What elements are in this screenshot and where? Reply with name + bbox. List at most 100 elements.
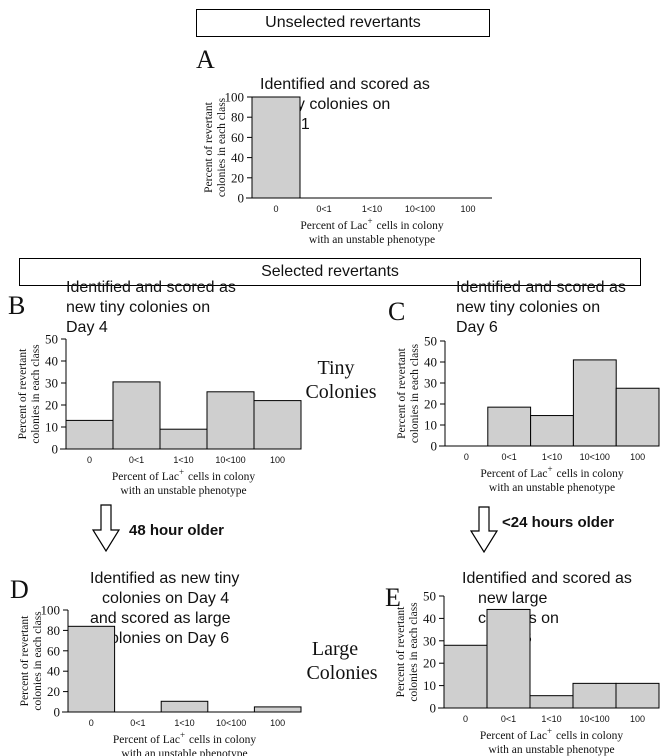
x-tick-label: 10<100 <box>580 452 610 462</box>
bar-10<100 <box>572 359 617 447</box>
y-tick-label: 0 <box>430 701 437 716</box>
y-tick-label: 40 <box>424 355 437 370</box>
x-tick-label: 0<1 <box>502 452 517 462</box>
bar-1<10 <box>160 700 209 713</box>
selected-header: Selected revertants <box>19 258 641 286</box>
x-axis-label: Percent of Lac+ cells in colony <box>480 464 623 480</box>
annotation-line: colonies on Day 6 <box>102 630 229 647</box>
x-axis-label-sup: + <box>180 730 185 740</box>
x-axis-label-sup: + <box>367 216 372 226</box>
annotation-line: colonies on Day 4 <box>102 590 229 607</box>
y-axis-label: Percent of revertant <box>17 348 29 439</box>
arrow-label-right: <24 hours older <box>502 514 614 531</box>
y-tick-label: 20 <box>47 684 60 699</box>
annotation-line: and scored as large <box>90 610 231 627</box>
y-tick-label: 20 <box>231 170 244 185</box>
x-tick-label: 10<100 <box>405 204 435 214</box>
x-tick-label: 0<1 <box>130 718 145 728</box>
panel-letter: D <box>10 575 29 604</box>
x-axis-label-part: cells in colony <box>188 471 255 483</box>
unselected-header: Unselected revertants <box>196 9 490 37</box>
y-tick-label: 80 <box>47 623 60 638</box>
bar-10<100 <box>206 391 255 450</box>
bar-100 <box>253 400 302 450</box>
bar-100 <box>615 682 660 709</box>
panel-letter: C <box>388 297 405 326</box>
y-tick-label: 100 <box>41 603 61 618</box>
panel-letter: A <box>196 45 215 74</box>
y-tick-label: 20 <box>423 656 436 671</box>
annotation-line: new large <box>478 590 547 607</box>
annotation-line: Identified and scored as <box>462 570 632 587</box>
x-tick-label: 0<1 <box>129 455 144 465</box>
tiny-label-line1: Tiny <box>317 357 354 379</box>
annotation-line: Day 4 <box>66 319 108 336</box>
y-tick-label: 10 <box>424 418 437 433</box>
y-tick-label: 100 <box>225 90 245 105</box>
chart-panel-d: D Identified as new tiny colonies on Day 4… <box>10 570 302 756</box>
arrow-label-left: 48 hour older <box>129 522 224 539</box>
annotation-line: new tiny colonies on <box>66 299 210 316</box>
x-axis-label: Percent of Lac+ cells in colony <box>113 730 256 746</box>
y-axis-label: Percent of revertant <box>203 101 215 192</box>
x-tick-label: 1<10 <box>173 455 193 465</box>
y-tick-label: 40 <box>47 664 60 679</box>
y-tick-label: 30 <box>45 376 58 391</box>
y-axis-label: colonies in each class <box>408 602 420 702</box>
y-axis-label: Percent of revertant <box>396 347 408 438</box>
x-axis-label: with an unstable phenotype <box>488 744 614 756</box>
annotation-line: Identified and scored as <box>260 76 430 93</box>
y-tick-label: 0 <box>431 439 438 454</box>
x-tick-label: 1<10 <box>174 718 194 728</box>
y-axis-label: colonies in each class <box>30 344 42 444</box>
x-axis-label-part: Percent of Lac <box>480 730 547 742</box>
bar-1<10 <box>530 415 574 447</box>
y-tick-label: 40 <box>45 354 58 369</box>
y-tick-label: 0 <box>54 705 61 720</box>
x-axis-label-sup: + <box>179 467 184 477</box>
y-tick-label: 40 <box>423 611 436 626</box>
x-axis-label-part: Percent of Lac <box>112 471 179 483</box>
y-tick-label: 10 <box>423 678 436 693</box>
y-tick-label: 80 <box>231 110 244 125</box>
x-tick-label: 0 <box>273 204 278 214</box>
x-axis-label-part: Percent of Lac <box>480 468 547 480</box>
x-tick-label: 1<10 <box>362 204 382 214</box>
y-axis-label: colonies in each class <box>32 611 44 711</box>
x-tick-label: 100 <box>630 714 645 724</box>
x-tick-label: 0 <box>464 452 469 462</box>
panel-letter: E <box>385 583 401 612</box>
x-tick-label: 1<10 <box>541 714 561 724</box>
bar-0 <box>67 625 116 713</box>
annotation-line: new tiny colonies on <box>456 299 600 316</box>
y-axis-label: Percent of revertant <box>19 615 31 706</box>
x-axis-label: Percent of Lac+ cells in colony <box>112 467 255 483</box>
x-axis-label: with an unstable phenotype <box>120 485 246 497</box>
x-tick-label: 0 <box>87 455 92 465</box>
chart-panel-e: E Identified and scored as new large coloni… <box>385 570 660 756</box>
x-tick-label: 10<100 <box>216 718 246 728</box>
chart-panel-a: A Identified and scored as tiny colonies o… <box>196 45 492 246</box>
y-tick-label: 0 <box>52 442 59 457</box>
x-tick-label: 0<1 <box>501 714 516 724</box>
bar-0 <box>443 644 488 709</box>
y-tick-label: 60 <box>231 130 244 145</box>
y-tick-label: 60 <box>47 643 60 658</box>
annotation-line: Identified as new tiny <box>90 570 239 587</box>
annotation-line: Day 6 <box>456 319 498 336</box>
large-label-line1: Large <box>312 638 358 660</box>
x-axis-label: Percent of Lac+ cells in colony <box>300 216 443 232</box>
large-label-line2: Colonies <box>306 662 377 684</box>
x-tick-label: 0 <box>89 718 94 728</box>
x-tick-label: 100 <box>460 204 475 214</box>
x-tick-label: 100 <box>630 452 645 462</box>
y-tick-label: 30 <box>424 376 437 391</box>
annotation-line: Identified and scored as <box>66 279 236 296</box>
bar-0 <box>65 419 114 450</box>
bar-100 <box>253 706 302 713</box>
chart-panel-b: B Identified and scored as new tiny coloni… <box>8 279 302 497</box>
y-tick-label: 20 <box>424 397 437 412</box>
y-tick-label: 50 <box>45 332 58 347</box>
y-tick-label: 10 <box>45 420 58 435</box>
